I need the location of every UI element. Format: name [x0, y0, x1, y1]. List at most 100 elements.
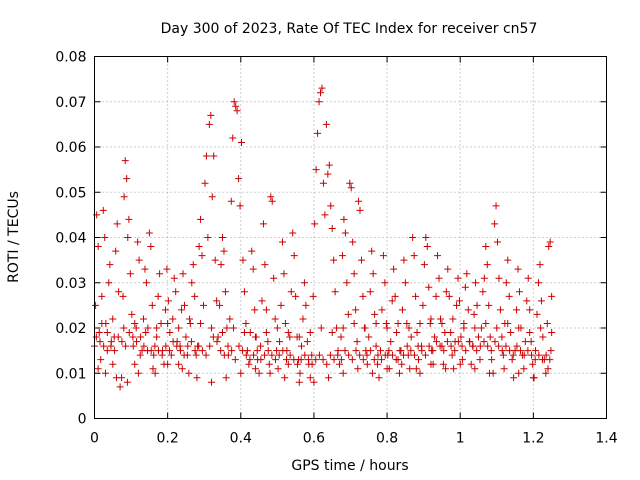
- data-point: [547, 347, 555, 355]
- y-tick-label: 0.01: [55, 366, 86, 382]
- data-point: [121, 157, 129, 165]
- data-point: [295, 333, 303, 341]
- data-point: [289, 229, 297, 237]
- data-point: [425, 342, 433, 350]
- data-point: [281, 319, 289, 327]
- data-point: [281, 374, 289, 382]
- data-point: [374, 351, 382, 359]
- data-point: [453, 301, 461, 309]
- data-point: [106, 261, 114, 269]
- data-point: [173, 342, 181, 350]
- data-point: [484, 342, 492, 350]
- data-point: [368, 247, 376, 255]
- data-point: [462, 347, 470, 355]
- data-point: [105, 279, 113, 287]
- data-point: [356, 206, 364, 214]
- data-point: [142, 329, 150, 337]
- data-point: [477, 324, 485, 332]
- data-point: [319, 356, 327, 364]
- data-point: [457, 333, 465, 341]
- data-point: [529, 360, 537, 368]
- data-point: [162, 342, 170, 350]
- data-point: [542, 369, 550, 377]
- data-point: [182, 333, 190, 341]
- data-point: [153, 333, 161, 341]
- data-point: [434, 252, 442, 260]
- data-point: [463, 270, 471, 278]
- y-tick-label: 0.05: [55, 185, 86, 201]
- data-point: [239, 256, 247, 264]
- data-point: [309, 292, 317, 300]
- data-point: [246, 356, 254, 364]
- data-point: [94, 243, 102, 251]
- data-point: [448, 351, 456, 359]
- data-point: [465, 338, 473, 346]
- data-point: [482, 243, 490, 251]
- data-point: [238, 138, 246, 146]
- data-point: [272, 356, 280, 364]
- data-point: [508, 356, 516, 364]
- data-point: [378, 356, 386, 364]
- data-point: [220, 247, 228, 255]
- data-point: [98, 292, 106, 300]
- data-point: [400, 256, 408, 264]
- data-point: [188, 279, 196, 287]
- data-point: [198, 252, 206, 260]
- data-point: [240, 329, 248, 337]
- data-point: [401, 279, 409, 287]
- data-point: [306, 329, 314, 337]
- data-point: [371, 310, 379, 318]
- data-point: [449, 315, 457, 323]
- data-point: [510, 374, 518, 382]
- data-point: [156, 270, 164, 278]
- data-point: [94, 365, 102, 373]
- data-point: [524, 274, 532, 282]
- data-point: [485, 301, 493, 309]
- data-point: [319, 179, 327, 187]
- data-point: [283, 356, 290, 364]
- data-point: [514, 265, 522, 273]
- data-point: [539, 333, 547, 341]
- data-point: [447, 329, 455, 337]
- data-point: [213, 338, 221, 346]
- data-point: [296, 369, 304, 377]
- data-point: [166, 329, 174, 337]
- data-point: [331, 288, 339, 296]
- data-point: [495, 274, 503, 282]
- data-point: [164, 360, 172, 368]
- data-point: [400, 351, 408, 359]
- data-point: [396, 369, 404, 377]
- data-point: [422, 234, 430, 241]
- data-point: [193, 374, 201, 382]
- data-point: [147, 243, 155, 251]
- x-axis-label: GPS time / hours: [291, 458, 408, 474]
- data-point: [502, 279, 510, 287]
- data-point: [472, 279, 480, 287]
- data-point: [327, 202, 335, 210]
- data-point: [520, 365, 528, 373]
- data-points: [91, 84, 556, 391]
- data-point: [480, 338, 488, 346]
- data-point: [222, 374, 230, 382]
- data-point: [267, 193, 275, 201]
- data-point: [429, 347, 437, 355]
- data-point: [226, 315, 234, 323]
- data-point: [461, 283, 469, 291]
- data-point: [337, 356, 345, 364]
- data-point: [543, 319, 551, 327]
- data-point: [197, 319, 205, 327]
- data-point: [235, 342, 243, 350]
- data-point: [164, 319, 172, 327]
- data-point: [208, 193, 216, 201]
- x-tick-label: 0.2: [157, 431, 179, 447]
- data-point: [230, 98, 238, 106]
- data-point: [480, 274, 488, 282]
- data-point: [237, 369, 245, 377]
- data-point: [322, 120, 330, 128]
- data-point: [274, 365, 282, 373]
- x-tick-label: 1.4: [595, 431, 617, 447]
- data-point: [432, 338, 440, 346]
- data-point: [114, 333, 122, 341]
- data-point: [276, 338, 284, 346]
